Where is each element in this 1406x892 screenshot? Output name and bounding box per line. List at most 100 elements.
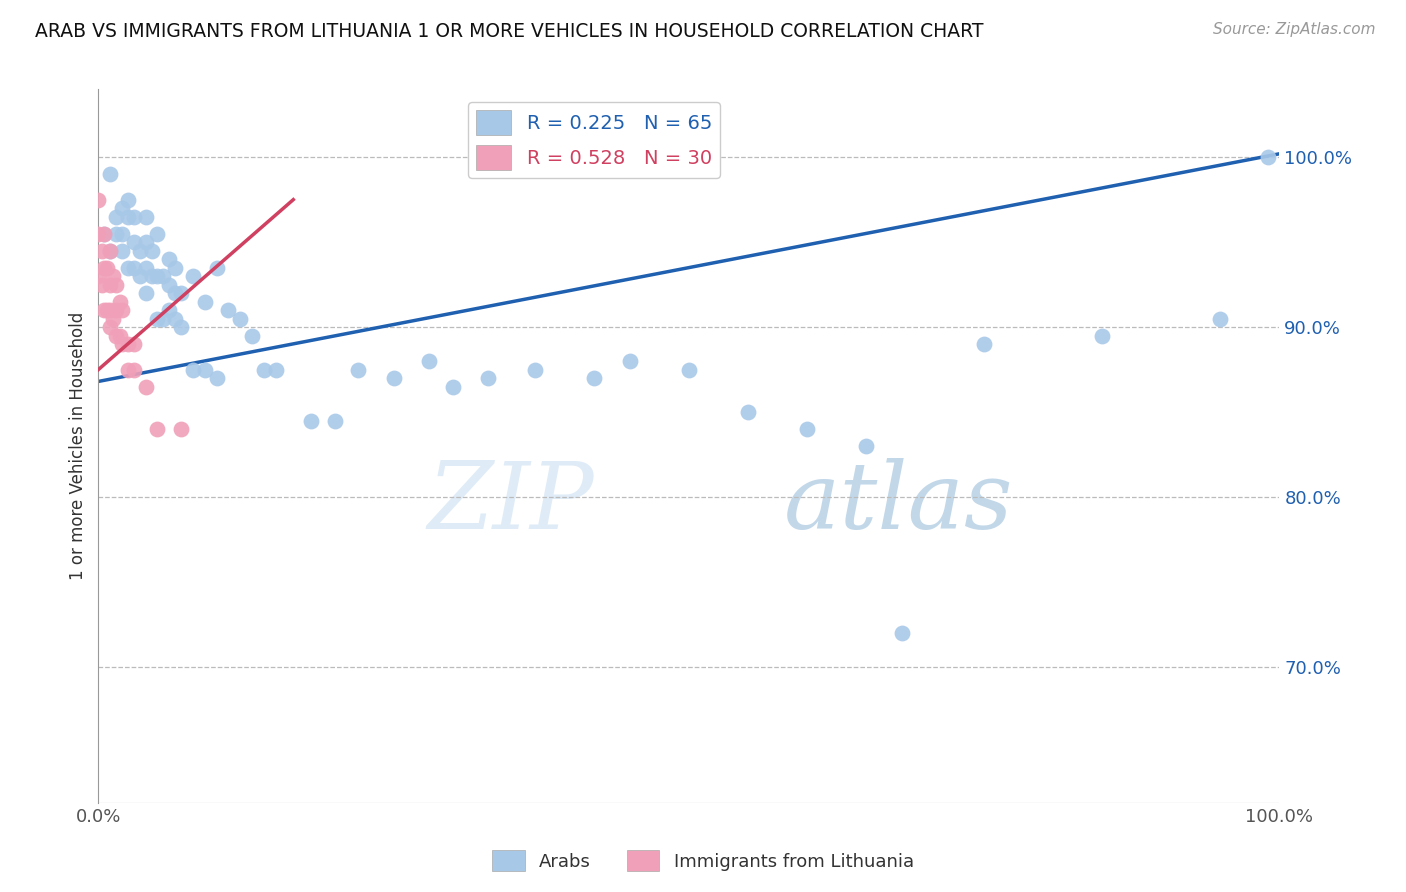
- Point: [111, 337, 134, 351]
- Point: [205, 371, 228, 385]
- Point: [973, 337, 995, 351]
- Point: [98, 167, 121, 181]
- Point: [111, 244, 134, 258]
- Point: [105, 227, 128, 241]
- Point: [583, 371, 606, 385]
- Point: [91, 277, 114, 292]
- Point: [217, 303, 239, 318]
- Point: [441, 379, 464, 393]
- Point: [146, 422, 169, 436]
- Point: [91, 244, 114, 258]
- Point: [141, 269, 163, 284]
- Point: [418, 354, 440, 368]
- Point: [117, 260, 139, 275]
- Point: [146, 269, 169, 284]
- Point: [108, 294, 131, 309]
- Point: [122, 337, 145, 351]
- Point: [98, 244, 121, 258]
- Point: [128, 269, 150, 284]
- Point: [105, 277, 128, 292]
- Point: [96, 303, 118, 318]
- Point: [194, 362, 217, 376]
- Point: [1091, 328, 1114, 343]
- Point: [87, 269, 110, 284]
- Point: [264, 362, 287, 376]
- Point: [117, 362, 139, 376]
- Point: [157, 277, 180, 292]
- Point: [122, 235, 145, 249]
- Point: [93, 227, 115, 241]
- Point: [98, 320, 121, 334]
- Point: [299, 413, 322, 427]
- Text: ZIP: ZIP: [427, 458, 595, 548]
- Point: [678, 362, 700, 376]
- Point: [253, 362, 276, 376]
- Point: [105, 328, 128, 343]
- Point: [111, 201, 134, 215]
- Legend: R = 0.225   N = 65, R = 0.528   N = 30: R = 0.225 N = 65, R = 0.528 N = 30: [468, 103, 720, 178]
- Point: [135, 379, 157, 393]
- Point: [135, 286, 157, 301]
- Point: [796, 422, 818, 436]
- Point: [101, 311, 124, 326]
- Point: [117, 337, 139, 351]
- Point: [152, 311, 174, 326]
- Point: [170, 320, 193, 334]
- Point: [205, 260, 228, 275]
- Point: [105, 303, 128, 318]
- Point: [117, 193, 139, 207]
- Point: [96, 260, 118, 275]
- Point: [157, 252, 180, 266]
- Point: [87, 227, 110, 241]
- Point: [240, 328, 263, 343]
- Point: [382, 371, 405, 385]
- Point: [141, 244, 163, 258]
- Point: [87, 193, 110, 207]
- Point: [146, 227, 169, 241]
- Point: [323, 413, 346, 427]
- Point: [157, 303, 180, 318]
- Point: [165, 286, 187, 301]
- Point: [135, 260, 157, 275]
- Point: [105, 210, 128, 224]
- Point: [117, 210, 139, 224]
- Point: [146, 311, 169, 326]
- Point: [477, 371, 499, 385]
- Point: [619, 354, 641, 368]
- Point: [855, 439, 877, 453]
- Point: [181, 362, 204, 376]
- Point: [98, 244, 121, 258]
- Point: [229, 311, 252, 326]
- Point: [135, 210, 157, 224]
- Text: atlas: atlas: [783, 458, 1012, 548]
- Point: [1257, 150, 1279, 164]
- Text: ARAB VS IMMIGRANTS FROM LITHUANIA 1 OR MORE VEHICLES IN HOUSEHOLD CORRELATION CH: ARAB VS IMMIGRANTS FROM LITHUANIA 1 OR M…: [35, 22, 984, 41]
- Point: [111, 227, 134, 241]
- Point: [152, 269, 174, 284]
- Point: [98, 303, 121, 318]
- Point: [108, 328, 131, 343]
- Point: [128, 244, 150, 258]
- Point: [122, 260, 145, 275]
- Point: [347, 362, 370, 376]
- Point: [93, 260, 115, 275]
- Text: Source: ZipAtlas.com: Source: ZipAtlas.com: [1212, 22, 1375, 37]
- Point: [170, 286, 193, 301]
- Point: [111, 303, 134, 318]
- Point: [122, 210, 145, 224]
- Point: [165, 260, 187, 275]
- Point: [890, 626, 912, 640]
- Point: [98, 277, 121, 292]
- Point: [1209, 311, 1232, 326]
- Point: [93, 227, 115, 241]
- Point: [101, 269, 124, 284]
- Point: [93, 303, 115, 318]
- Point: [135, 235, 157, 249]
- Point: [737, 405, 759, 419]
- Point: [524, 362, 547, 376]
- Point: [170, 422, 193, 436]
- Point: [194, 294, 217, 309]
- Y-axis label: 1 or more Vehicles in Household: 1 or more Vehicles in Household: [69, 312, 87, 580]
- Point: [181, 269, 204, 284]
- Point: [165, 311, 187, 326]
